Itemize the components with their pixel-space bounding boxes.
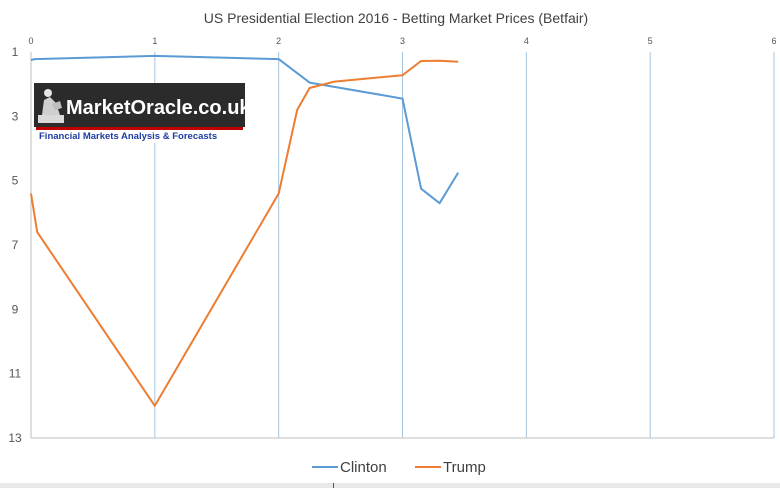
x-tick-label: 3	[400, 36, 405, 46]
y-tick-label: 3	[12, 109, 19, 123]
y-tick-label: 11	[9, 367, 22, 381]
x-tick-label: 2	[276, 36, 281, 46]
series-line-trump	[30, 59, 459, 407]
logo-red-rule	[36, 127, 243, 130]
logo-brand: MarketOracle.co.uk	[66, 97, 251, 119]
grid-lines	[154, 52, 775, 438]
y-tick-label: 13	[8, 431, 22, 445]
x-tick-label: 1	[152, 36, 157, 46]
y-tick-label: 5	[12, 174, 19, 188]
x-tick-label: 0	[28, 36, 33, 46]
x-tick-label: 4	[524, 36, 529, 46]
logo-banner	[34, 83, 245, 127]
y-tick-label: 9	[12, 302, 19, 316]
marketoracle-logo: MarketOracle.co.uk Financial Markets Ana…	[34, 83, 251, 143]
x-tick-label: 5	[648, 36, 653, 46]
chart-title: US Presidential Election 2016 - Betting …	[204, 10, 588, 26]
bottom-strip	[0, 483, 780, 488]
y-tick-label: 1	[12, 45, 19, 59]
bottom-tick	[333, 483, 334, 488]
statue-icon	[38, 89, 64, 123]
legend: Clinton Trump	[312, 459, 486, 476]
legend-label-clinton: Clinton	[340, 459, 387, 476]
series-line-clinton	[30, 54, 460, 205]
logo-tagline: Financial Markets Analysis & Forecasts	[39, 131, 217, 142]
x-tick-label: 6	[771, 36, 776, 46]
legend-label-trump: Trump	[443, 459, 486, 476]
series-lines	[30, 54, 460, 407]
y-tick-label: 7	[12, 238, 19, 252]
